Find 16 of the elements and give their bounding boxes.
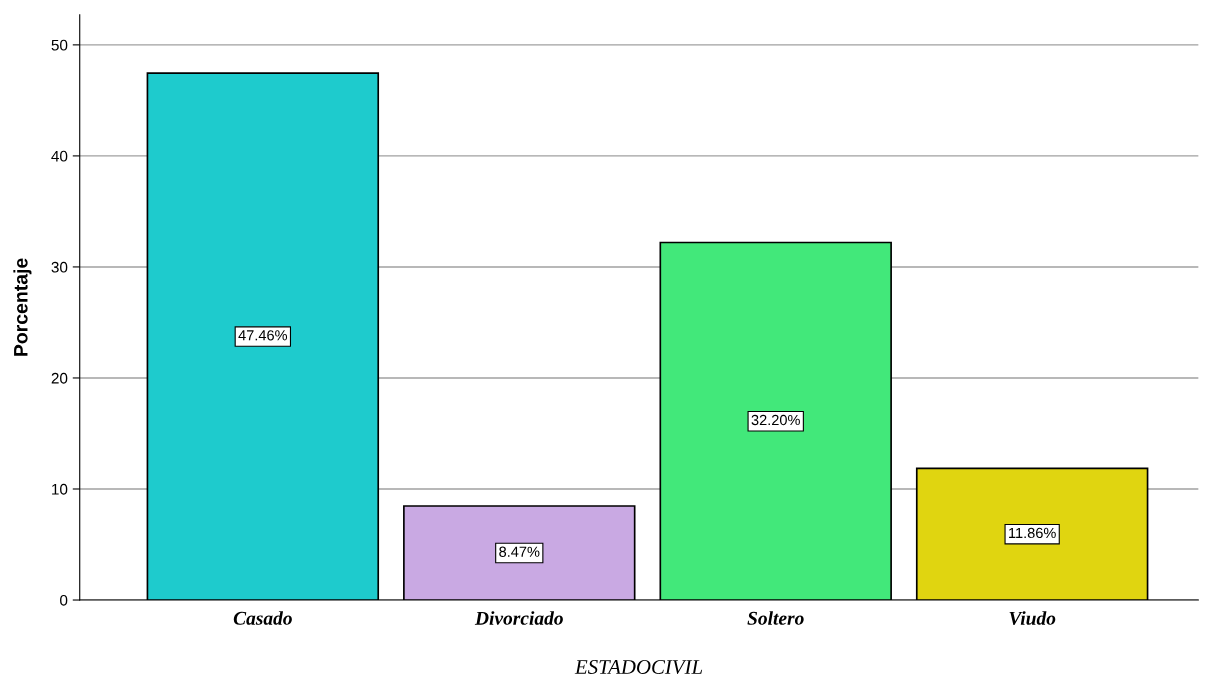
- x-tick-label: Divorciado: [474, 611, 563, 625]
- data-label: 47.46%: [238, 330, 288, 341]
- y-tick-label: 10: [52, 483, 68, 495]
- x-tick-label: Viudo: [1009, 611, 1056, 625]
- y-axis-title: Porcentaje: [13, 258, 32, 356]
- y-tick-label: 40: [51, 150, 68, 162]
- x-tick-label: Casado: [233, 611, 292, 625]
- y-tick-label: 20: [51, 372, 68, 384]
- data-label: 11.86%: [1009, 527, 1056, 539]
- y-tick-label: 30: [51, 261, 68, 273]
- x-axis-title: ESTADOCIVIL: [574, 659, 703, 675]
- x-tick-label: Soltero: [747, 611, 804, 625]
- data-label: 32.20%: [751, 414, 800, 426]
- data-label: 8.47%: [499, 546, 540, 557]
- y-tick-label: 0: [60, 594, 68, 606]
- y-tick-label: 50: [51, 39, 68, 51]
